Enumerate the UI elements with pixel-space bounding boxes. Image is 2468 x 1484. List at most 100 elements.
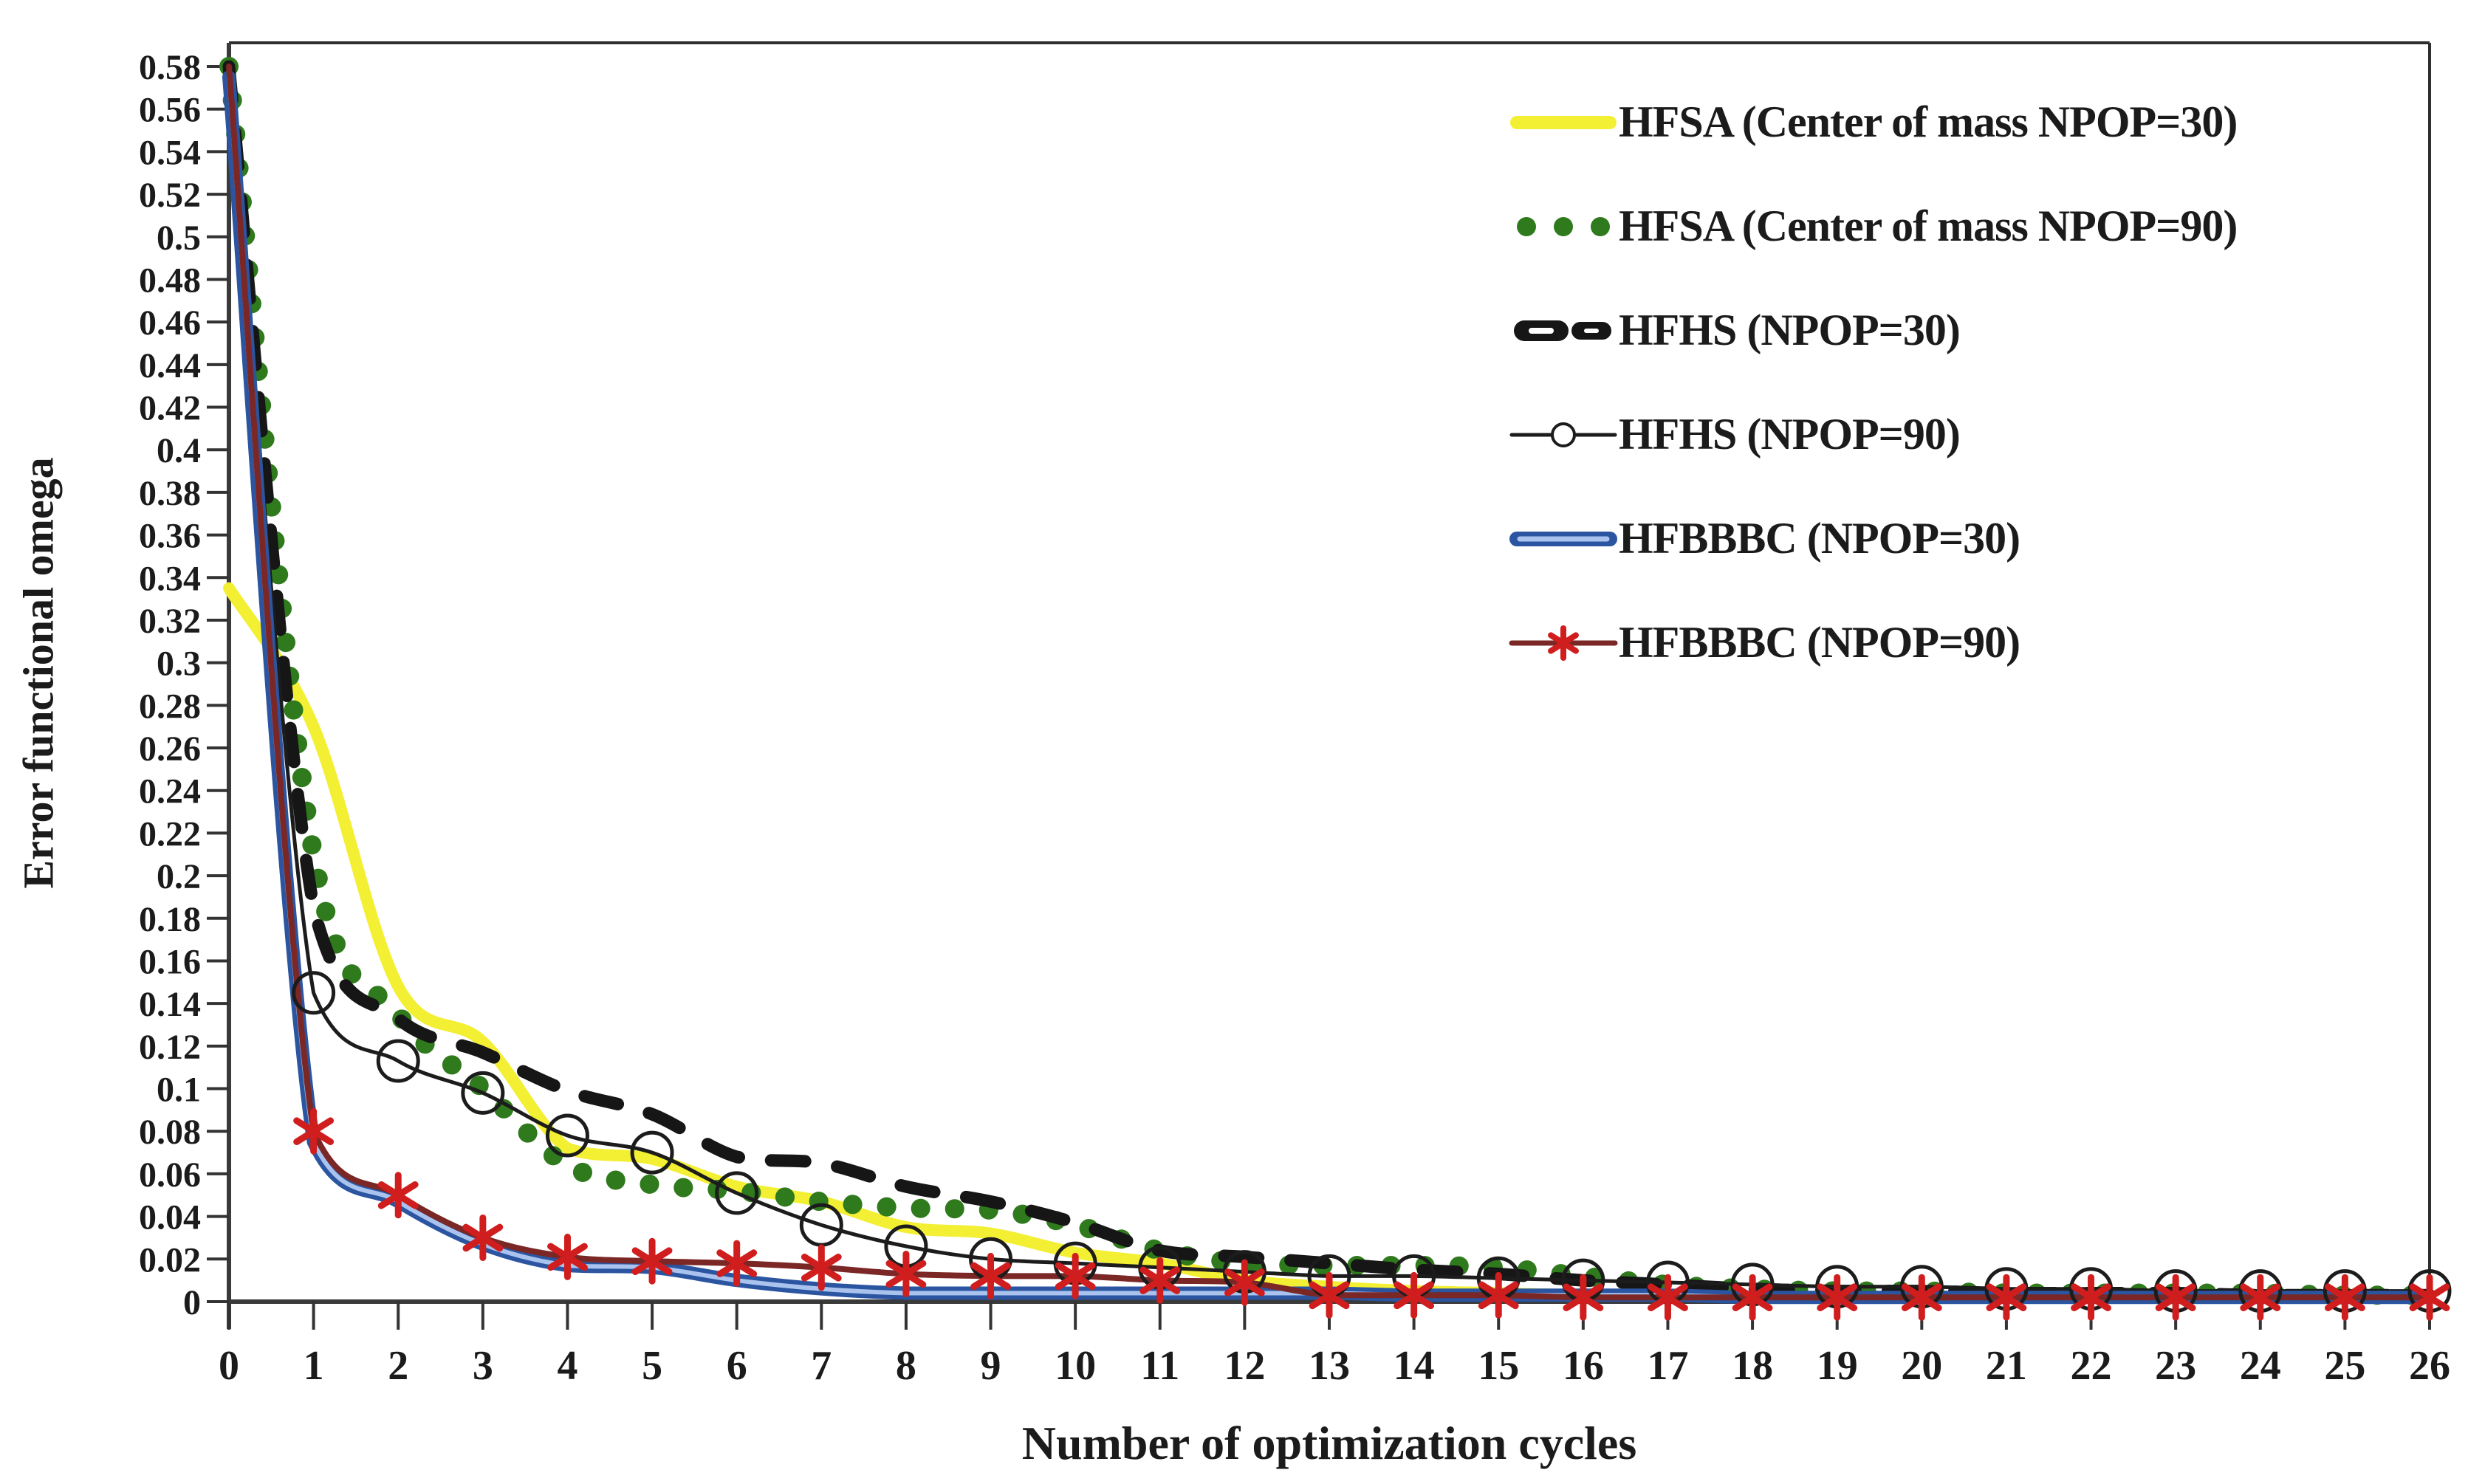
y-tick-label: 0.44 [139, 346, 201, 385]
x-tick-label: 25 [2324, 1343, 2365, 1389]
y-tick-label: 0.16 [139, 942, 201, 981]
y-tick-label: 0.22 [139, 814, 201, 853]
legend-item-hfhs-npop-30: HFHS (NPOP=30) [1508, 278, 2237, 382]
y-tick-label: 0.28 [139, 687, 201, 726]
y-tick-label: 0.5 [157, 219, 201, 258]
series-marker-hfbbbc-npop-90 [2240, 1283, 2281, 1312]
y-tick-label: 0.3 [157, 645, 201, 684]
series-marker-hfbbbc-npop-90 [885, 1260, 927, 1288]
y-tick-label: 0.4 [157, 431, 201, 470]
series-marker-hfbbbc-npop-90 [377, 1181, 419, 1209]
legend-item-hfsa-center-of-mass-npop-30: HFSA (Center of mass NPOP=30) [1508, 70, 2238, 174]
series-marker-hfbbbc-npop-90 [1055, 1262, 1096, 1291]
legend-marker-dotted-icon [1517, 216, 1610, 236]
series-marker-hfbbbc-npop-90 [1563, 1283, 1604, 1312]
series-marker-hfbbbc-npop-90 [1817, 1283, 1858, 1312]
x-tick-label: 14 [1394, 1343, 1435, 1389]
legend-label: HFHS (NPOP=90) [1619, 410, 1961, 458]
y-tick-label: 0.48 [139, 261, 201, 300]
legend-label: HFSA (Center of mass NPOP=90) [1619, 202, 2238, 250]
legend-label: HFHS (NPOP=30) [1619, 306, 1961, 354]
y-tick-label: 0.32 [139, 602, 201, 641]
y-tick-label: 0.52 [139, 176, 201, 215]
x-tick-label: 24 [2240, 1343, 2281, 1389]
x-tick-label: 4 [557, 1343, 577, 1389]
series-marker-hfbbbc-npop-90 [801, 1254, 842, 1282]
legend-label: HFSA (Center of mass NPOP=30) [1619, 97, 2238, 146]
x-tick-label: 15 [1478, 1343, 1519, 1389]
legend-marker-dashed-icon [1514, 320, 1611, 341]
series-marker-hfhs-npop-90 [376, 1039, 420, 1083]
legend-item-hfbbbc-npop-30: HFBBBC (NPOP=30) [1508, 487, 2237, 591]
legend-marker-solid-asterisk-icon [1509, 625, 1618, 661]
series-marker-hfbbbc-npop-90 [1986, 1283, 2027, 1312]
series-marker-hfbbbc-npop-90 [293, 1117, 335, 1146]
y-tick-label: 0.1 [157, 1071, 201, 1110]
legend-item-hfsa-center-of-mass-npop-90: HFSA (Center of mass NPOP=90) [1508, 174, 2238, 278]
y-tick-label: 0.34 [139, 559, 201, 598]
series-marker-hfbbbc-npop-90 [631, 1247, 673, 1276]
y-tick-label: 0.26 [139, 729, 201, 769]
x-tick-label: 22 [2071, 1343, 2112, 1389]
x-tick-label: 10 [1055, 1343, 1096, 1389]
legend-item-hfhs-npop-90: HFHS (NPOP=90) [1508, 382, 2237, 487]
series-marker-hfbbbc-npop-90 [2155, 1283, 2196, 1312]
y-tick-label: 0.06 [139, 1155, 201, 1195]
x-tick-label: 2 [388, 1343, 408, 1389]
x-tick-label: 1 [304, 1343, 324, 1389]
x-tick-label: 19 [1817, 1343, 1858, 1389]
legend-item-hfbbbc-npop-90: HFBBBC (NPOP=90) [1508, 591, 2237, 695]
x-tick-label: 0 [219, 1343, 239, 1389]
x-tick-label: 7 [811, 1343, 832, 1389]
series-marker-hfhs-npop-90 [461, 1071, 505, 1115]
series-marker-hfbbbc-npop-90 [1139, 1266, 1181, 1294]
y-tick-label: 0.12 [139, 1028, 201, 1067]
series-marker-hfbbbc-npop-90 [2409, 1283, 2450, 1312]
series-marker-hfbbbc-npop-90 [462, 1223, 504, 1252]
series-marker-hfhs-npop-90 [545, 1113, 589, 1158]
y-axis-title: Error functional omega [14, 457, 63, 889]
series-marker-hfbbbc-npop-90 [2071, 1283, 2111, 1312]
x-tick-label: 20 [1901, 1343, 1942, 1389]
series-marker-hfbbbc-npop-90 [1732, 1283, 1773, 1312]
x-tick-label: 26 [2409, 1343, 2450, 1389]
series-marker-hfbbbc-npop-90 [1478, 1281, 1519, 1310]
series-marker-hfhs-npop-90 [292, 971, 336, 1015]
x-axis-title: Number of optimization cycles [1021, 1417, 1637, 1469]
legend-marker-solid-circle-icon [1509, 422, 1617, 447]
series-marker-hfhs-npop-90 [630, 1130, 674, 1175]
series-marker-hfbbbc-npop-90 [1394, 1281, 1435, 1310]
x-tick-label: 21 [1986, 1343, 2027, 1389]
series-marker-hfhs-npop-90 [715, 1171, 759, 1215]
legend-label: HFBBBC (NPOP=30) [1619, 514, 2020, 563]
y-tick-label: 0.08 [139, 1113, 201, 1152]
x-tick-label: 12 [1224, 1343, 1265, 1389]
x-tick-label: 18 [1732, 1343, 1773, 1389]
y-tick-label: 0.24 [139, 772, 201, 811]
x-tick-label: 6 [727, 1343, 747, 1389]
y-tick-label: 0.2 [157, 857, 201, 896]
series-marker-hfbbbc-npop-90 [1901, 1283, 1942, 1312]
series-marker-hfbbbc-npop-90 [547, 1243, 588, 1271]
x-tick-label: 17 [1647, 1343, 1688, 1389]
y-tick-label: 0.14 [139, 985, 201, 1024]
x-tick-label: 9 [981, 1343, 1001, 1389]
series-marker-hfbbbc-npop-90 [970, 1262, 1011, 1291]
y-tick-label: 0.42 [139, 389, 201, 428]
y-tick-label: 0.54 [139, 133, 201, 172]
x-tick-label: 5 [642, 1343, 662, 1389]
y-tick-label: 0.58 [139, 48, 201, 87]
x-tick-label: 11 [1140, 1343, 1179, 1389]
x-tick-label: 16 [1563, 1343, 1604, 1389]
y-tick-label: 0 [183, 1283, 201, 1322]
series-marker-hfbbbc-npop-90 [1648, 1283, 1688, 1312]
x-tick-label: 23 [2155, 1343, 2196, 1389]
y-tick-label: 0.18 [139, 900, 201, 939]
y-tick-label: 0.36 [139, 517, 201, 556]
legend-marker-solid-icon [1510, 115, 1617, 129]
series-marker-hfbbbc-npop-90 [2324, 1283, 2365, 1312]
series-marker-hfbbbc-npop-90 [1224, 1268, 1265, 1296]
series-marker-hfbbbc-npop-90 [716, 1249, 758, 1277]
